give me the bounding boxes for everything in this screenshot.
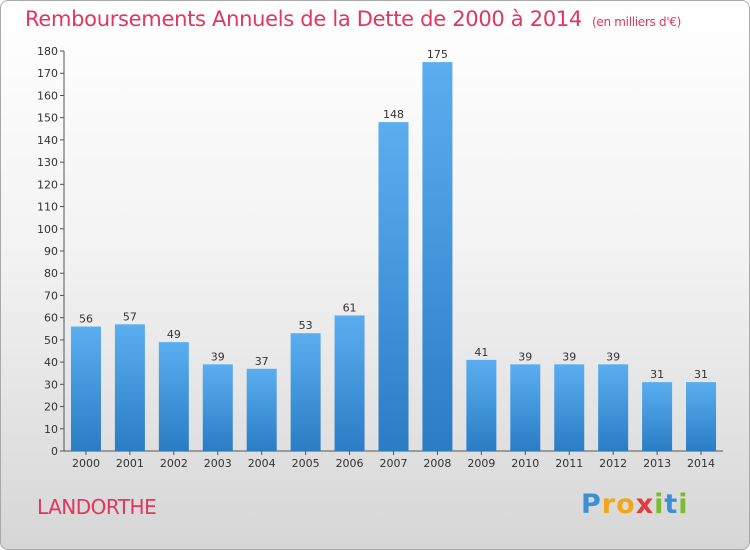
bars (70, 62, 717, 451)
y-tick-label: 120 (37, 178, 58, 191)
logo-letter: i (654, 489, 665, 520)
x-tick-label: 2000 (72, 457, 100, 470)
y-tick-label: 70 (44, 289, 58, 302)
y-tick-label: 150 (37, 112, 58, 125)
y-tick-label: 130 (37, 156, 58, 169)
bar-2002 (158, 342, 189, 451)
data-label-2002: 49 (167, 328, 181, 341)
chart-title: Remboursements Annuels de la Dette de 20… (25, 7, 681, 31)
data-label-2012: 39 (606, 350, 620, 363)
data-label-2001: 57 (123, 310, 137, 323)
y-tick-label: 110 (37, 201, 58, 214)
x-tick-label: 2008 (423, 457, 451, 470)
data-labels: 56 57 49 39 37 53 61 148 175 41 39 39 39 31 31 (79, 48, 708, 381)
x-tick-label: 2014 (687, 457, 715, 470)
data-label-2008: 175 (427, 48, 448, 61)
bar-2012 (598, 364, 629, 451)
data-label-2004: 37 (255, 355, 269, 368)
bar-2010 (510, 364, 541, 451)
y-tick-label: 80 (44, 267, 58, 280)
data-label-2000: 56 (79, 313, 93, 326)
y-tick-label: 180 (37, 45, 58, 58)
data-label-2005: 53 (299, 319, 313, 332)
proxiti-logo: Proxiti (581, 489, 689, 520)
data-label-2013: 31 (650, 368, 664, 381)
bar-2011 (554, 364, 585, 451)
x-tick-label: 2013 (643, 457, 671, 470)
x-tick-label: 2003 (204, 457, 232, 470)
y-tick-label: 0 (51, 445, 58, 458)
y-tick-label: 60 (44, 312, 58, 325)
bar-2000 (70, 326, 101, 451)
y-tick-label: 90 (44, 245, 58, 258)
bar-2007 (378, 122, 409, 451)
bar-2005 (290, 333, 321, 451)
x-tick-label: 2006 (336, 457, 364, 470)
y-axis: 0 10 20 30 40 50 60 70 80 90 100 110 120 130 140 150 160… (37, 45, 65, 458)
chart-unit-note: (en milliers d'€) (592, 15, 682, 29)
x-tick-label: 2005 (292, 457, 320, 470)
y-tick-label: 30 (44, 378, 58, 391)
y-tick-label: 140 (37, 134, 58, 147)
data-label-2014: 31 (694, 368, 708, 381)
logo-letter: t (664, 489, 679, 520)
x-tick-label: 2002 (160, 457, 188, 470)
x-tick-label: 2001 (116, 457, 144, 470)
commune-name: LANDORTHE (37, 495, 157, 519)
y-tick-label: 50 (44, 334, 58, 347)
logo-letter: x (635, 489, 655, 520)
bar-2003 (202, 364, 233, 451)
data-label-2006: 61 (343, 301, 357, 314)
bar-2013 (642, 382, 673, 451)
y-tick-label: 160 (37, 89, 58, 102)
y-tick-label: 170 (37, 67, 58, 80)
x-tick-label: 2010 (511, 457, 539, 470)
data-label-2010: 39 (518, 350, 532, 363)
x-axis: 2000 2001 2002 2003 2004 2005 2006 2007 2008 2009… (64, 450, 723, 470)
x-tick-label: 2011 (555, 457, 583, 470)
bar-2009 (466, 359, 497, 451)
y-tick-label: 20 (44, 401, 58, 414)
x-tick-label: 2012 (599, 457, 627, 470)
y-tick-label: 10 (44, 423, 58, 436)
data-label-2007: 148 (383, 108, 404, 121)
chart-title-text: Remboursements Annuels de la Dette de 20… (25, 7, 582, 31)
logo-letter: r (601, 489, 617, 520)
y-tick-label: 100 (37, 223, 58, 236)
bar-2008 (422, 62, 453, 451)
y-tick-label: 40 (44, 356, 58, 369)
bar-2006 (334, 315, 365, 451)
data-label-2003: 39 (211, 350, 225, 363)
x-tick-label: 2007 (380, 457, 408, 470)
logo-letter: P (581, 489, 602, 520)
bar-2001 (114, 324, 145, 451)
bar-2004 (246, 368, 277, 451)
bar-2014 (686, 382, 717, 451)
x-tick-label: 2004 (248, 457, 276, 470)
logo-letter: o (616, 489, 636, 520)
data-label-2011: 39 (562, 350, 576, 363)
x-tick-label: 2009 (467, 457, 495, 470)
logo-letter: i (678, 489, 689, 520)
data-label-2009: 41 (474, 346, 488, 359)
